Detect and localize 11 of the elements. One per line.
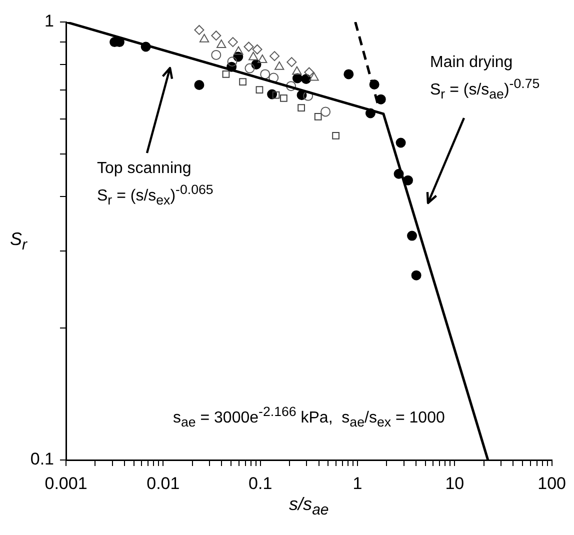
x-tick-label: 0.01 [146,474,180,493]
text: s$_{ae}$ = 3000e$^{-2.166}$ kPa, s$_{ae}$/s$_{ex}$ = 1000 [172,404,445,430]
x-tick-label: 0.1 [248,474,272,493]
x-tick-label: 100 [538,474,566,493]
x-tick-label: 10 [445,474,464,493]
x-tick-label: 1 [352,474,362,493]
x-tick-label: 0.001 [44,474,88,493]
annotation: Top scanning S$_{r}$ = (s/s$_{ex}$)$^{-0.065}$ [97,159,214,210]
y-axis-title: S$_{r}$ [10,229,28,254]
annotation: Main drying S$_{r}$ = (s/s$_{ae}$)$^{-0.75}$ [430,53,540,104]
x-axis-title: s/s$_{ae}$ [288,494,330,519]
